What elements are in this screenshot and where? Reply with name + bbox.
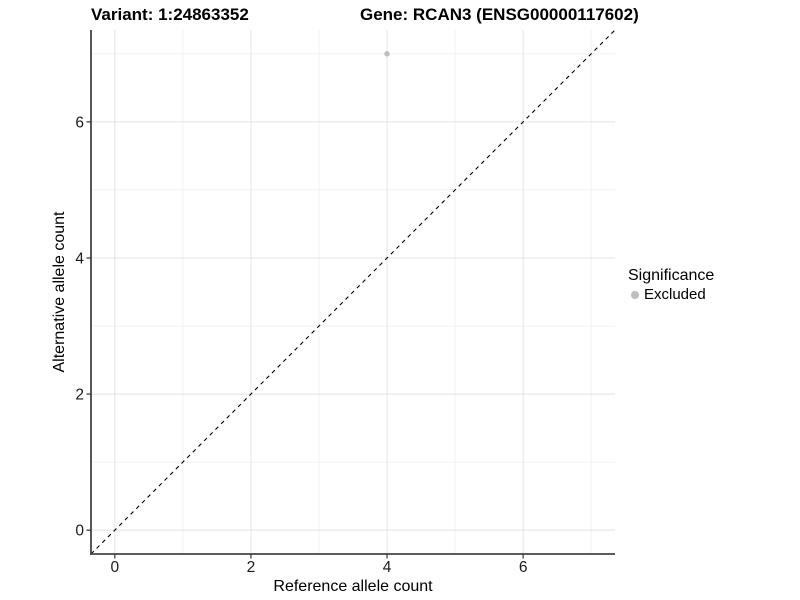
legend-point-icon	[631, 290, 639, 299]
gene-title: Gene: RCAN3 (ENSG00000117602)	[360, 5, 639, 24]
legend-title: Significance	[628, 267, 715, 284]
y-tick-label: 2	[75, 387, 84, 404]
legend-item-label: Excluded	[644, 286, 706, 303]
x-tick-label: 6	[519, 559, 528, 576]
legend: Significance Excluded	[628, 267, 714, 303]
x-tick-label: 4	[383, 559, 392, 576]
legend-item-excluded: Excluded	[628, 286, 714, 303]
x-axis-title: Reference allele count	[273, 578, 433, 595]
y-tick-label: 0	[75, 523, 84, 540]
y-tick-label: 6	[75, 114, 84, 131]
variant-title: Variant: 1:24863352	[91, 5, 249, 24]
data-point	[384, 51, 390, 57]
identity-line	[90, 29, 616, 555]
y-axis-title: Alternative allele count	[51, 211, 68, 373]
x-tick-label: 0	[111, 559, 120, 576]
y-tick-label: 4	[75, 250, 84, 267]
x-tick-label: 2	[247, 559, 256, 576]
